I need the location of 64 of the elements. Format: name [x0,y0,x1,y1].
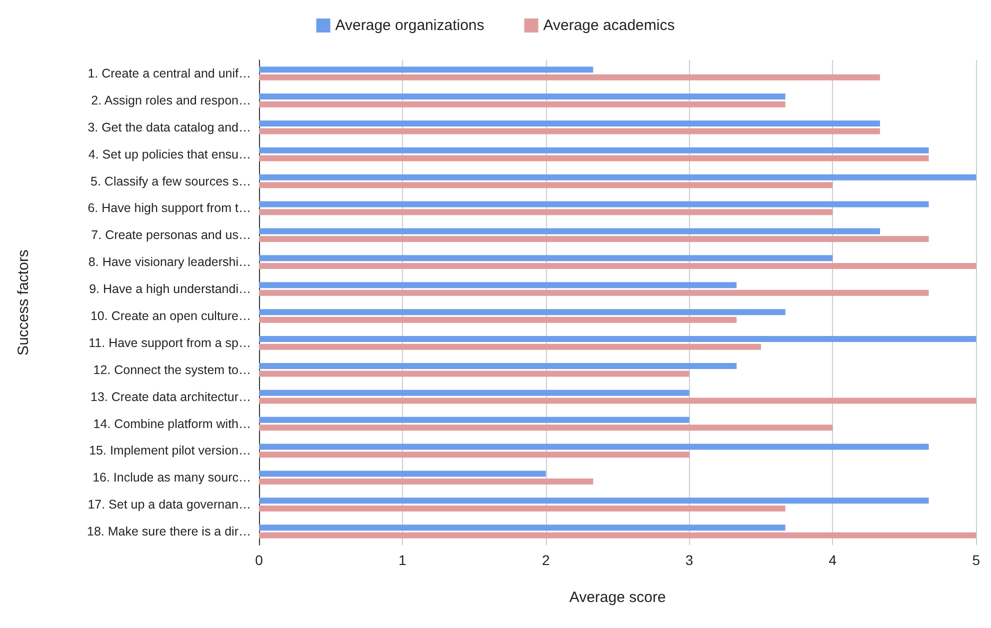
y-axis-title: Success factors [15,250,32,356]
bar [259,424,833,431]
y-tick-label: 7. Create personas and us… [91,228,251,242]
bar [259,309,786,316]
y-tick-label: 15. Implement pilot version… [89,444,251,458]
bar [259,470,546,477]
y-tick-label: 16. Include as many sourc… [92,470,251,485]
y-tick-label: 9. Have a high understandi… [89,282,251,296]
bar [259,120,880,126]
y-tick-label: 6. Have high support from t… [88,201,251,216]
bar [259,390,690,396]
y-tick-label: 1. Create a central and unif… [88,66,251,80]
bar [259,94,786,100]
bar [259,201,929,208]
bar [259,66,594,73]
y-tick-label: 12. Connect the system to… [93,362,251,377]
bar [259,336,976,342]
bar [259,524,786,531]
legend-label: Average organizations [335,17,484,34]
bar [259,147,929,154]
bar [259,344,761,350]
x-tick-label: 0 [255,552,264,568]
y-tick-label: 18. Make sure there is a dir… [87,524,251,539]
y-tick-label: 10. Create an open culture… [90,308,251,323]
bar [259,182,833,188]
x-tick-label: 4 [828,552,837,568]
x-tick-label: 3 [685,552,694,568]
y-tick-label: 4. Set up policies that ensu… [88,147,251,162]
bar [259,444,929,450]
bar [259,416,690,423]
bar [259,262,976,269]
bar [259,498,929,504]
bar [259,370,690,377]
bar [259,532,976,538]
x-axis-title: Average score [569,589,666,606]
bar [259,74,880,80]
y-tick-label: 2. Assign roles and respon… [91,93,251,108]
y-tick-label: 11. Have support from a sp… [88,336,251,350]
y-tick-label: 3. Get the data catalog and… [88,120,251,134]
x-tick-label: 5 [972,552,980,568]
bar [259,155,929,162]
bar [259,236,929,242]
bar [259,128,880,134]
bar [259,290,929,296]
y-tick-label: 17. Set up a data governan… [88,498,251,512]
bar [259,316,737,323]
bar [259,282,737,288]
bar [259,174,976,180]
y-tick-label: 13. Create data architectur… [90,390,251,404]
bar [259,228,880,234]
bar [259,101,786,108]
bar [259,362,737,369]
y-tick-label: 14. Combine platform with… [93,416,251,431]
y-tick-label: 8. Have visionary leadershi… [88,255,251,270]
bar [259,478,594,485]
bar [259,452,690,458]
y-tick-label: 5. Classify a few sources s… [90,174,251,188]
bar [259,209,833,216]
bar [259,255,833,262]
bar [259,505,786,512]
x-tick-label: 2 [542,552,550,568]
x-tick-label: 1 [398,552,407,568]
bar [259,398,976,404]
legend-label: Average academics [543,17,675,34]
